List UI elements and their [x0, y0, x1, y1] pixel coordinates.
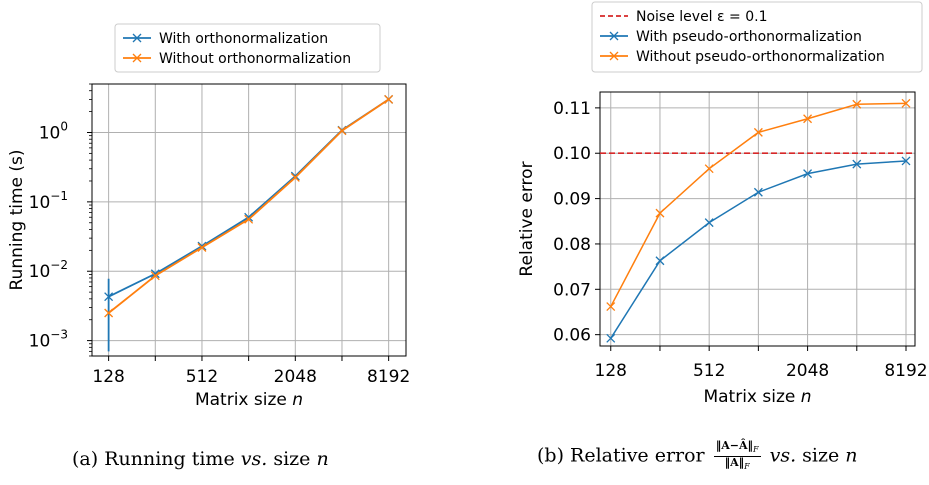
caption-b-n: n — [845, 444, 858, 467]
a-series-1-point-0-b — [104, 308, 114, 318]
a-legend-marker-1-b — [132, 53, 142, 63]
a-legend-label-0: With orthonormalization — [159, 31, 328, 47]
b-series-0-point-6 — [901, 156, 911, 166]
caption-b-fraction: ‖A−Â‖F ‖A‖F — [713, 439, 761, 472]
caption-b: (b) Relative error ‖A−Â‖F ‖A‖F vs. size n — [537, 440, 858, 473]
a-legend-marker-0-b — [132, 33, 142, 43]
b-series-1-point-0 — [606, 302, 616, 311]
b-xtick-label-0: 128 — [595, 361, 627, 381]
b-legend-marker-1-b — [609, 31, 619, 41]
a-xtick-label-3: 8192 — [367, 367, 410, 387]
b-legend-marker-1 — [609, 31, 619, 41]
caption-a: (a) Running time vs. size n — [72, 448, 329, 470]
caption-b-vs: vs. — [769, 444, 797, 467]
b-series-0-point-2-b — [704, 218, 714, 228]
b-series-1-point-6-b — [901, 98, 911, 108]
a-ytick-label-1: 10−2 — [29, 258, 68, 282]
a-legend-frame — [114, 23, 381, 73]
b-legend-label-1: With pseudo-orthonormalization — [636, 29, 862, 45]
b-series-0-point-0 — [606, 333, 616, 343]
caption-b-prefix: (b) Relative error — [537, 444, 711, 467]
a-xlabel: Matrix size n — [195, 390, 303, 410]
b-ytick-label-2: 0.08 — [553, 235, 591, 255]
caption-b-suffix: size — [796, 444, 846, 467]
b-series-0-point-4 — [803, 169, 813, 179]
a-xtick-label-0: 128 — [92, 367, 124, 387]
b-xtick-label-2: 2048 — [786, 361, 829, 381]
a-ytick-label-0: 10−3 — [29, 328, 68, 352]
a-series-0-point-0-b — [104, 292, 114, 302]
b-axes-frame — [599, 91, 916, 347]
b-series-1-point-5-b — [852, 99, 862, 109]
a-ytick-label-3: 100 — [39, 119, 68, 143]
b-series-0-point-3-b — [753, 187, 763, 197]
b-series-1-point-4 — [803, 114, 813, 124]
b-series-0-point-1 — [655, 256, 665, 266]
a-series-1-point-1-b — [150, 271, 160, 281]
a-series-1-point-4-b — [290, 172, 300, 182]
b-series-1-point-0-b — [606, 302, 616, 311]
b-ytick-label-4: 0.10 — [553, 144, 591, 164]
a-xtick-label-2: 2048 — [274, 367, 317, 387]
b-series-0-point-6-b — [901, 156, 911, 166]
caption-b-frac-den: ‖A‖ — [724, 456, 745, 470]
a-series-0-point-1 — [150, 269, 160, 279]
a-legend-label-1: Without orthonormalization — [159, 51, 351, 67]
a-series-1-point-0 — [104, 308, 114, 318]
b-ylabel: Relative error — [517, 161, 537, 276]
a-series-1-point-2-b — [197, 243, 207, 252]
a-series-1-point-6-b — [384, 94, 394, 104]
b-legend-label-2: Without pseudo-orthonormalization — [636, 49, 885, 65]
a-ytick-label-2: 10−1 — [29, 189, 68, 213]
a-series-1-point-2 — [197, 243, 207, 252]
b-ytick-label-5: 0.11 — [553, 99, 591, 119]
caption-b-frac-num: ‖A−Â‖ — [715, 439, 753, 452]
b-xlabel: Matrix size n — [703, 387, 811, 407]
caption-a-vs: vs. — [240, 448, 268, 470]
b-series-1-point-5 — [852, 99, 862, 109]
caption-a-suffix: size — [267, 448, 317, 470]
b-xtick-label-1: 512 — [693, 361, 725, 381]
b-legend-label-0: Noise level ε = 0.1 — [636, 9, 768, 25]
a-series-1-point-6 — [384, 94, 394, 104]
a-series-0-point-1-b — [150, 269, 160, 279]
a-series-0-point-0 — [104, 292, 114, 302]
b-xtick-label-3: 8192 — [884, 361, 927, 381]
b-series-0-point-4-b — [803, 169, 813, 179]
b-ytick-label-3: 0.09 — [553, 190, 591, 210]
b-series-1-point-3-b — [753, 127, 763, 137]
b-series-1-point-3 — [753, 127, 763, 137]
b-series-1-point-6 — [901, 98, 911, 108]
b-series-0-point-2 — [704, 218, 714, 228]
a-legend-marker-1 — [132, 53, 142, 63]
a-ylabel: Running time (s) — [7, 150, 27, 291]
b-series-1-point-4-b — [803, 114, 813, 124]
b-series-0-point-3 — [753, 187, 763, 197]
a-series-1-point-3 — [244, 214, 254, 224]
caption-a-prefix: (a) Running time — [72, 448, 241, 470]
b-legend-frame — [591, 1, 923, 73]
b-series-0-point-5-b — [852, 159, 862, 169]
b-series-0-point-1-b — [655, 256, 665, 266]
a-series-1-point-5-b — [337, 126, 347, 136]
a-series-1-point-1 — [150, 271, 160, 281]
a-series-1-point-4 — [290, 172, 300, 182]
b-series-1-point-2 — [704, 164, 714, 174]
a-series-1-point-3-b — [244, 214, 254, 224]
b-series-1-point-1 — [655, 208, 665, 218]
b-series-0-point-5 — [852, 159, 862, 169]
b-legend-marker-2-b — [609, 51, 619, 61]
b-ytick-label-0: 0.06 — [553, 326, 591, 346]
a-legend-marker-0 — [132, 33, 142, 43]
b-series-1-point-1-b — [655, 208, 665, 218]
a-xtick-label-1: 512 — [186, 367, 218, 387]
b-ytick-label-1: 0.07 — [553, 280, 591, 300]
a-series-1-point-5 — [337, 126, 347, 136]
b-legend-marker-2 — [609, 51, 619, 61]
caption-a-n: n — [316, 448, 329, 470]
b-series-1-point-2-b — [704, 164, 714, 174]
b-series-0-point-0-b — [606, 333, 616, 343]
